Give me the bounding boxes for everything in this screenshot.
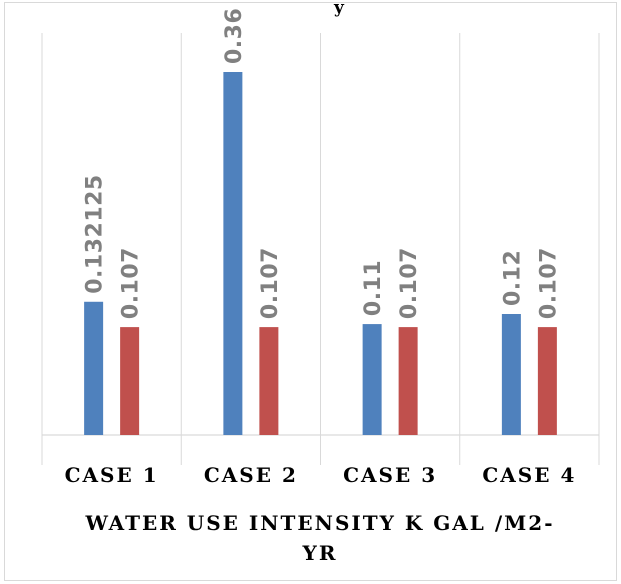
category-label: CASE 1 bbox=[65, 463, 159, 487]
x-axis-title-line: YR bbox=[302, 541, 338, 565]
bar-case-2-series-2 bbox=[259, 327, 279, 435]
data-label: 0.107 bbox=[536, 247, 561, 319]
data-label: 0.107 bbox=[258, 247, 283, 319]
bar-case-1-series-2 bbox=[120, 327, 140, 435]
x-axis-title: WATER USE INTENSITY K GAL /M2- YR bbox=[84, 511, 554, 565]
bar-case-4-series-2 bbox=[537, 327, 557, 435]
category-label: CASE 3 bbox=[343, 463, 437, 487]
bar-case-2-series-1 bbox=[223, 72, 243, 435]
category-label: CASE 4 bbox=[482, 463, 576, 487]
bar-case-3-series-2 bbox=[398, 327, 418, 435]
bar-case-4-series-1 bbox=[501, 314, 521, 435]
data-label: 0.107 bbox=[397, 247, 422, 319]
data-label: 0.11 bbox=[361, 260, 386, 316]
data-label: 0.36 bbox=[222, 8, 247, 64]
category-labels: CASE 1 CASE 2 CASE 3 CASE 4 bbox=[65, 463, 576, 487]
data-label: 0.107 bbox=[119, 247, 144, 319]
data-labels: 0.132125 0.107 0.36 0.107 0.11 0.107 0.12 0.107 bbox=[83, 8, 562, 319]
category-label: CASE 2 bbox=[204, 463, 298, 487]
x-axis-title-line: WATER USE INTENSITY K GAL /M2- bbox=[84, 511, 554, 535]
bars bbox=[84, 72, 557, 435]
top-text-fragment: y bbox=[333, 0, 345, 18]
bar-case-1-series-1 bbox=[84, 301, 104, 435]
data-label: 0.132125 bbox=[83, 174, 108, 294]
bar-case-3-series-1 bbox=[362, 324, 382, 435]
chart-frame bbox=[4, 2, 617, 581]
data-label: 0.12 bbox=[500, 250, 525, 306]
